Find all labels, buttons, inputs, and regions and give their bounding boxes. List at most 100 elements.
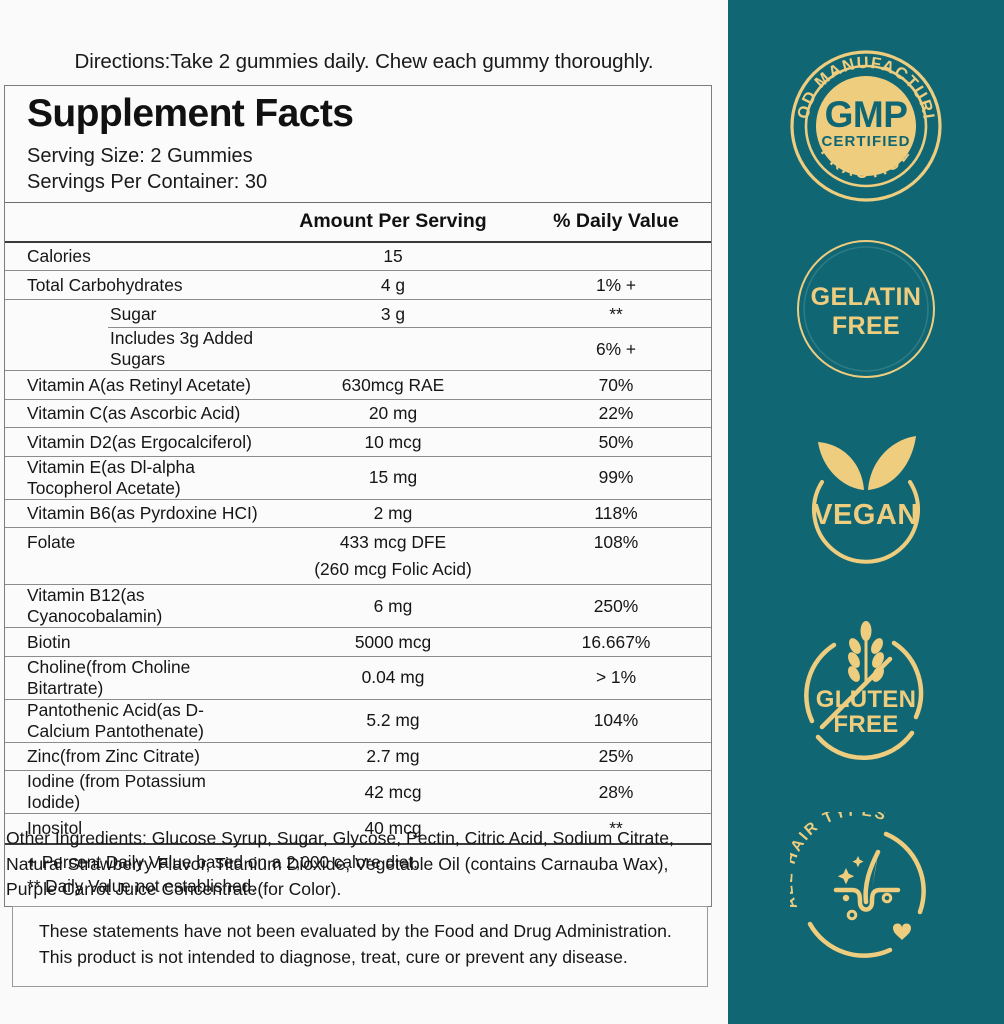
- table-row: Vitamin D2(as Ergocalciferol) 10 mcg 50%: [5, 428, 711, 457]
- nutrient-name: Choline(from Choline Bitartrate): [27, 656, 191, 698]
- gelatin-free-icon: GELATIN FREE: [797, 240, 935, 378]
- disclaimer-line-2: This product is not intended to diagnose…: [39, 946, 628, 967]
- table-header-row: Amount Per Serving % Daily Value: [5, 201, 711, 243]
- table-row: Vitamin A(as Retinyl Acetate) 630mcg RAE 7…: [5, 371, 711, 400]
- nutrient-name: Vitamin A(as Retinyl Acetate): [27, 374, 251, 395]
- table-row: Vitamin B12(as Cyanocobalamin) 6 mg 250%: [5, 585, 711, 629]
- nutrient-daily-value: > 1%: [595, 667, 637, 688]
- nutrient-name: Biotin: [27, 631, 71, 652]
- nutrient-amount: 5000 mcg: [354, 631, 432, 652]
- badge-gelatin-free: GELATIN FREE: [728, 233, 1004, 385]
- table-row: Total Carbohydrates 4 g 1% +: [5, 271, 711, 300]
- svg-text:GMP: GMP: [825, 94, 908, 135]
- nutrient-daily-value: 6% +: [595, 338, 637, 359]
- nutrient-name: Iodine (from Potassium Iodide): [27, 771, 206, 813]
- column-header-amount: Amount Per Serving: [299, 210, 487, 233]
- nutrient-name: Pantothenic Acid(as D-Calcium Pantothena…: [27, 699, 204, 741]
- badge-all-hair-types: ALL HAIR TYPES: [728, 812, 1004, 964]
- nutrient-amount: 15: [383, 246, 403, 267]
- nutrient-name: Sugar: [110, 303, 157, 324]
- nutrient-daily-value: 22%: [598, 403, 634, 424]
- badge-gluten-free: GLUTEN FREE: [728, 617, 1004, 769]
- nutrient-daily-value: 25%: [598, 746, 634, 767]
- nutrient-amount: 20 mg: [368, 403, 418, 424]
- table-row: Inositol 40 mcg **: [5, 814, 711, 843]
- nutrient-name: Folate: [27, 532, 76, 553]
- nutrient-name: Vitamin D2(as Ergocalciferol): [27, 431, 252, 452]
- svg-text:GELATIN: GELATIN: [811, 283, 922, 311]
- gmp-seal-icon: GOOD MANUFACTURING PRACTICE GMP CERTIFIE…: [790, 50, 942, 202]
- nutrient-daily-value: 16.667%: [581, 631, 651, 652]
- nutrient-name: Includes 3g Added Sugars: [110, 328, 254, 370]
- supplement-facts-panel: Supplement Facts Serving Size: 2 Gummies…: [4, 85, 712, 908]
- nutrient-amount: 2.7 mg: [366, 746, 420, 767]
- svg-text:GLUTEN: GLUTEN: [816, 686, 916, 713]
- nutrient-table-body: Calories 15 Total Carbohydrates 4 g 1% + Suga…: [5, 243, 711, 843]
- directions-text: Directions:Take 2 gummies daily. Chew ea…: [74, 50, 654, 73]
- footnotes: + Percent Daily Value based on a 2,000 c…: [5, 842, 711, 906]
- nutrient-amount: 10 mcg: [364, 431, 422, 452]
- nutrient-daily-value: 99%: [598, 467, 634, 488]
- table-row: Sugar 3 g **: [5, 300, 711, 329]
- servings-per-container: Servings Per Container: 30: [27, 170, 268, 193]
- nutrient-daily-value: **: [609, 818, 623, 839]
- nutrient-daily-value: 50%: [598, 431, 634, 452]
- certification-badge-panel: GOOD MANUFACTURING PRACTICE GMP CERTIFIE…: [728, 0, 1004, 1024]
- page-title: Supplement Facts: [27, 92, 354, 135]
- badge-vegan: VEGAN: [728, 424, 1004, 576]
- serving-size: Serving Size: 2 Gummies: [27, 144, 253, 167]
- nutrient-daily-value: 28%: [598, 781, 634, 802]
- svg-text:VEGAN: VEGAN: [813, 499, 919, 531]
- hair-follicle-icon: ALL HAIR TYPES: [790, 812, 926, 958]
- table-row: Vitamin E(as Dl-alpha Tocopherol Acetate…: [5, 457, 711, 500]
- footnote-daily-value-not-established: ** Daily Value not established.: [27, 875, 256, 896]
- svg-text:CERTIFIED: CERTIFIED: [821, 133, 910, 150]
- column-header-daily-value: % Daily Value: [553, 210, 679, 233]
- fda-disclaimer-box: These statements have not been evaluated…: [12, 906, 708, 987]
- badge-gmp: GOOD MANUFACTURING PRACTICE GMP CERTIFIE…: [728, 50, 1004, 202]
- table-row: Includes 3g Added Sugars 6% +: [5, 328, 711, 372]
- nutrient-daily-value: 118%: [594, 503, 638, 524]
- footnote-percent-daily-value: + Percent Daily Value based on a 2,000 c…: [27, 851, 418, 872]
- table-row: Vitamin C(as Ascorbic Acid) 20 mg 22%: [5, 400, 711, 429]
- disclaimer-line-1: These statements have not been evaluated…: [39, 921, 672, 941]
- nutrient-daily-value: 70%: [598, 374, 634, 395]
- nutrient-amount: 433 mcg DFE: [339, 532, 447, 553]
- nutrient-name: Vitamin C(as Ascorbic Acid): [27, 403, 241, 424]
- gluten-free-wheat-icon: GLUTEN FREE: [804, 621, 924, 761]
- nutrient-name: Calories: [27, 246, 91, 267]
- nutrient-amount: 5.2 mg: [366, 710, 420, 731]
- table-row: Pantothenic Acid(as D-Calcium Pantothena…: [5, 700, 711, 743]
- nutrient-amount: 15 mg: [368, 467, 418, 488]
- nutrient-amount: 6 mg: [373, 595, 413, 616]
- table-row: Biotin 5000 mcg 16.667%: [5, 628, 711, 657]
- nutrient-daily-value: 108%: [593, 532, 639, 553]
- nutrient-name: Total Carbohydrates: [27, 274, 183, 295]
- table-row: Folate 433 mcg DFE (260 mcg Folic Acid) 108…: [5, 528, 711, 586]
- table-row: Zinc(from Zinc Citrate) 2.7 mg 25%: [5, 743, 711, 772]
- table-row: Iodine (from Potassium Iodide) 42 mcg 28%: [5, 771, 711, 815]
- label-content-panel: Directions:Take 2 gummies daily. Chew ea…: [4, 50, 712, 987]
- nutrient-name: Vitamin B12(as Cyanocobalamin): [27, 585, 163, 627]
- nutrient-amount: 3 g: [380, 303, 406, 324]
- other-ingredients-text: Other Ingredients: Glucose Syrup, Sugar,…: [6, 828, 674, 899]
- nutrient-amount: 4 g: [380, 274, 406, 295]
- nutrient-daily-value: 104%: [593, 710, 639, 731]
- nutrient-amount: 0.04 mg: [361, 667, 425, 688]
- svg-text:FREE: FREE: [832, 312, 900, 340]
- table-row: Vitamin B6(as Pyrdoxine HCI) 2 mg 118%: [5, 500, 711, 529]
- table-row: Choline(from Choline Bitartrate) 0.04 mg >…: [5, 657, 711, 700]
- nutrient-daily-value: **: [609, 303, 623, 324]
- nutrient-name: Vitamin B6(as Pyrdoxine HCI): [27, 503, 258, 524]
- nutrient-amount: 630mcg RAE: [341, 374, 445, 395]
- nutrient-amount: 40 mcg: [364, 818, 422, 839]
- nutrient-daily-value: 250%: [593, 595, 639, 616]
- vegan-leaf-icon: VEGAN: [812, 436, 920, 564]
- nutrient-amount: 2 mg: [373, 503, 413, 524]
- svg-text:FREE: FREE: [833, 711, 898, 738]
- nutrient-name: Vitamin E(as Dl-alpha Tocopherol Acetate…: [27, 456, 195, 498]
- nutrient-amount-secondary: (260 mcg Folic Acid): [314, 559, 472, 580]
- nutrient-daily-value: 1% +: [595, 274, 637, 295]
- table-row: Calories 15: [5, 243, 711, 272]
- nutrient-name: Zinc(from Zinc Citrate): [27, 746, 200, 767]
